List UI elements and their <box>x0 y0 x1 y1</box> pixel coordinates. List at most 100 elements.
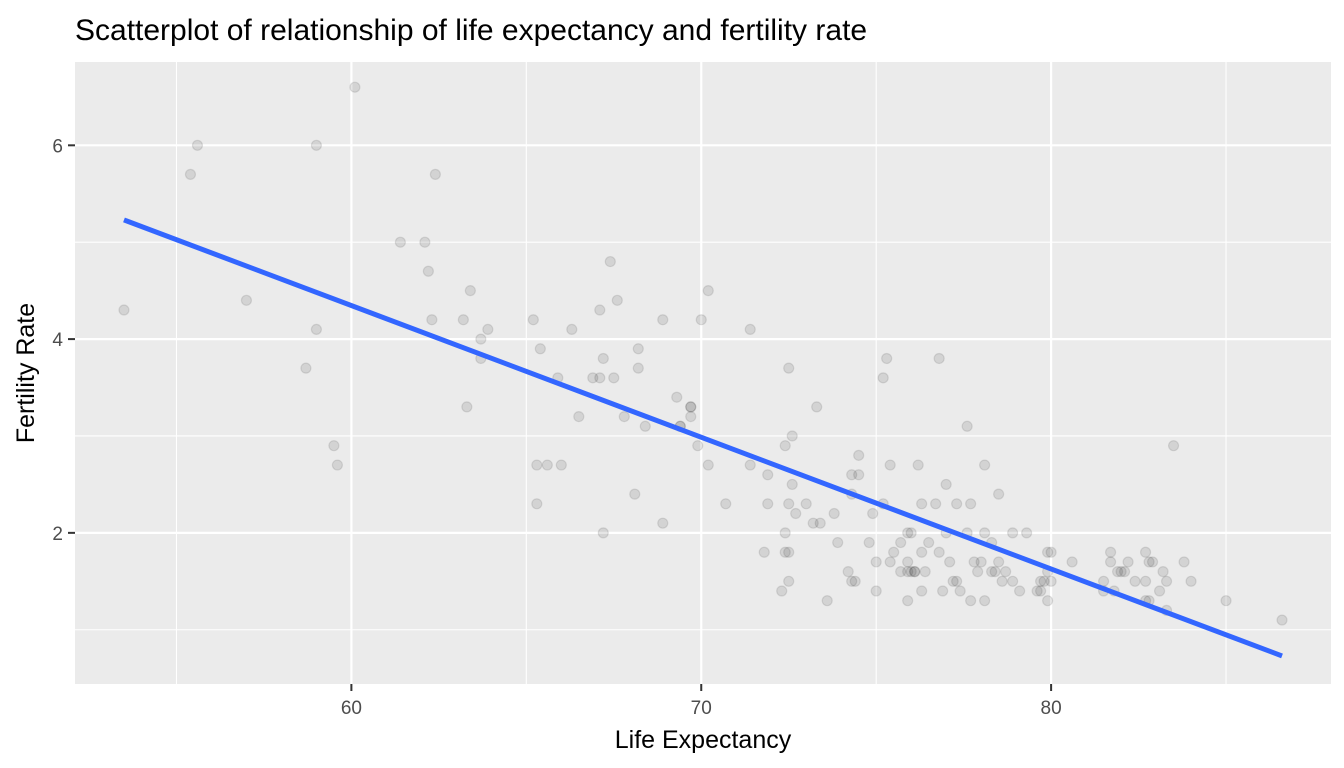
data-point <box>475 333 487 345</box>
data-point <box>464 285 476 297</box>
data-point <box>118 304 130 316</box>
data-point <box>853 449 865 461</box>
data-point <box>786 478 798 491</box>
data-point <box>1035 585 1047 597</box>
data-point <box>555 459 567 471</box>
data-point <box>191 139 204 151</box>
data-point <box>657 314 669 326</box>
data-point <box>846 575 858 587</box>
data-point <box>429 168 441 180</box>
data-point <box>779 440 791 452</box>
data-point <box>909 566 921 578</box>
data-point <box>720 498 732 510</box>
data-point <box>1160 575 1173 587</box>
data-point <box>779 546 791 558</box>
data-point <box>184 168 197 180</box>
data-point <box>1014 585 1026 597</box>
data-point <box>566 323 578 336</box>
y-axis-ticks: 2 4 6 <box>52 136 75 545</box>
data-point <box>394 236 406 248</box>
data-point <box>426 314 438 326</box>
data-point <box>993 556 1005 568</box>
data-point <box>912 459 924 471</box>
data-point <box>685 410 697 423</box>
data-point <box>1007 575 1019 587</box>
data-point <box>790 507 802 520</box>
data-point <box>1104 546 1117 558</box>
data-point <box>597 527 609 539</box>
data-point <box>905 527 917 539</box>
data-point <box>968 556 980 568</box>
data-point <box>902 556 914 568</box>
data-point <box>783 575 795 587</box>
data-point <box>629 488 641 500</box>
data-point <box>240 294 253 306</box>
data-point <box>349 81 361 93</box>
data-point <box>1000 566 1012 578</box>
data-point <box>877 372 889 384</box>
data-point <box>482 323 494 336</box>
data-point <box>937 585 949 597</box>
data-point <box>685 401 697 413</box>
x-tick-label: 60 <box>341 698 362 719</box>
data-point <box>422 265 434 277</box>
data-point <box>1118 566 1131 578</box>
data-point <box>916 546 928 558</box>
data-point <box>527 314 539 326</box>
data-point <box>1153 585 1166 597</box>
data-point <box>1220 595 1232 607</box>
chart-title: Scatterplot of relationship of life expe… <box>75 14 867 47</box>
data-point <box>671 391 683 403</box>
data-point <box>1276 614 1288 626</box>
data-point <box>457 314 469 326</box>
data-point <box>1045 575 1057 587</box>
data-point <box>881 352 893 365</box>
data-point <box>531 498 543 510</box>
x-axis-title: Life Expectancy <box>615 726 792 754</box>
data-point <box>695 314 707 326</box>
data-point <box>1157 566 1169 578</box>
data-point <box>846 469 858 481</box>
data-point <box>863 536 875 549</box>
data-point <box>779 527 791 539</box>
data-point <box>310 139 323 151</box>
data-point <box>800 498 812 510</box>
data-point <box>1185 575 1197 587</box>
data-point <box>867 507 879 520</box>
data-point <box>1045 546 1057 558</box>
data-point <box>1042 595 1054 607</box>
data-points <box>118 81 1288 626</box>
data-point <box>762 498 774 510</box>
data-point <box>300 362 312 374</box>
data-point <box>888 546 900 558</box>
data-point <box>783 362 795 374</box>
data-point <box>1066 556 1078 568</box>
data-point <box>783 498 795 510</box>
data-point <box>954 585 966 597</box>
data-point <box>996 575 1008 587</box>
data-point <box>1122 556 1134 568</box>
data-point <box>979 459 991 471</box>
data-point <box>541 459 553 471</box>
data-point <box>618 410 630 423</box>
data-point <box>657 517 669 529</box>
data-point <box>594 304 606 316</box>
data-point <box>951 498 963 510</box>
data-point <box>828 507 840 520</box>
x-tick-label: 70 <box>691 698 712 719</box>
data-point <box>419 236 431 248</box>
data-point <box>611 294 623 306</box>
data-point <box>814 517 826 529</box>
data-point <box>895 536 907 549</box>
data-point <box>1042 546 1054 558</box>
data-point <box>597 352 609 365</box>
x-tick-label: 80 <box>1041 698 1062 719</box>
data-point <box>632 362 644 374</box>
data-point <box>1129 575 1141 587</box>
data-point <box>902 595 914 607</box>
data-point <box>758 546 770 558</box>
data-point <box>916 585 928 597</box>
data-point <box>1104 556 1117 568</box>
data-point <box>832 536 844 549</box>
